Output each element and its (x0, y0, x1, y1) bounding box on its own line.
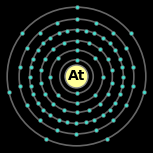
Text: At: At (68, 69, 85, 84)
Circle shape (65, 65, 88, 88)
